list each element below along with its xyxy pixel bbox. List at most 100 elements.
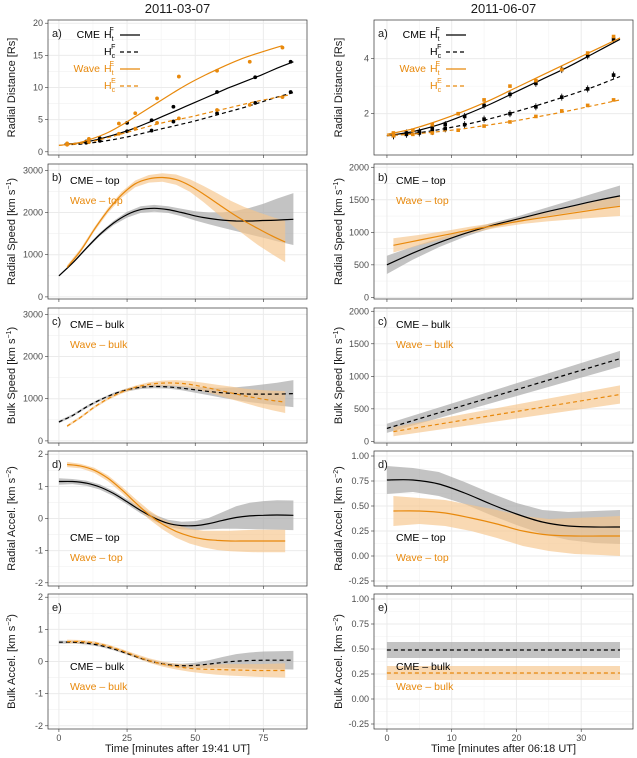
y-tick-label: 2	[38, 592, 43, 602]
data-point	[508, 111, 512, 116]
y-tick-label: 0.25	[351, 669, 369, 679]
panel-d-col0: -2 -1 0 1 2 d) CME – top Wave – top	[35, 449, 308, 589]
series-line-cme-top	[386, 479, 621, 528]
y-axis-title-row0-col1: Radial Distance [Rs]	[333, 38, 345, 138]
panel-b-col1-grid	[374, 164, 633, 299]
data-point	[253, 101, 258, 105]
y-tick-label: 500	[354, 404, 369, 414]
y-axis-title-row4-col1: Bulk Accel. [km s−2)	[333, 614, 345, 709]
data-point	[171, 119, 176, 124]
y-tick-label: -0.25	[348, 719, 369, 729]
data-point	[462, 122, 467, 127]
panel-d-col1-border	[373, 450, 634, 587]
legend-entry-cme: CME – bulk	[396, 319, 451, 331]
y-tick-label: 3000	[23, 165, 43, 175]
legend-symbol: HcE	[104, 78, 116, 94]
y-axis-title-row2-col1: Bulk Speed [km s−1)	[333, 327, 345, 424]
x-tick-label: 10	[447, 733, 457, 743]
data-point	[149, 128, 154, 133]
x-tick-label: 20	[511, 733, 521, 743]
data-point	[482, 103, 486, 108]
data-point	[133, 126, 138, 131]
y-tick-label: 1000	[23, 250, 43, 260]
data-point	[215, 111, 219, 116]
data-point	[155, 96, 159, 101]
legend-entry-wave: Wave – bulk	[70, 339, 128, 351]
y-tick-label: 0.50	[351, 644, 369, 654]
y-tick-label: 2000	[23, 352, 43, 362]
y-axis-title-row0-col0: Radial Distance [Rs]	[6, 38, 18, 138]
panel-label: b)	[52, 172, 62, 184]
legend-label: Wave	[400, 63, 427, 75]
y-tick-label: 2	[38, 449, 43, 459]
y-tick-label: 0	[38, 514, 43, 524]
legend-entry-cme: CME – top	[70, 532, 120, 544]
y-tick-label: 2	[364, 109, 369, 119]
y-tick-label: 0.50	[351, 501, 369, 511]
data-point	[508, 120, 512, 124]
panel-c-col0: 0 1000 2000 3000 c) CME – bulk Wave – bulk	[23, 307, 308, 446]
legend-entry-wave: Wave – top	[70, 552, 123, 564]
panel-e-col1: -0.25 0.00 0.25 0.50 0.75 1.00 0 10 20 30 e) CME – …	[348, 593, 634, 743]
y-tick-label: 0	[364, 292, 369, 302]
legend-entry-wave: Wave – bulk	[396, 681, 454, 693]
panel-e-col0: -2 -1 0 1 2 0 25 50 75 e) CME – bulk Wave – bulk	[35, 592, 308, 743]
data-point	[482, 117, 486, 121]
data-point	[585, 87, 590, 91]
data-point	[176, 74, 181, 79]
data-point	[559, 95, 564, 99]
y-tick-label: -1	[35, 689, 43, 699]
data-point	[430, 122, 435, 127]
data-point	[280, 95, 285, 100]
data-point	[86, 137, 91, 141]
y-tick-label: 0	[38, 657, 43, 667]
data-point	[391, 131, 396, 135]
data-point	[215, 68, 219, 73]
panel-b-col0: 0 1000 2000 3000 b) CME – top Wave – top	[23, 163, 308, 302]
y-tick-label: 15	[33, 50, 43, 60]
data-point	[508, 84, 512, 88]
panel-e-col0-plot	[58, 639, 294, 678]
data-point	[176, 116, 181, 121]
legend-symbol: HcF	[430, 44, 442, 60]
x-tick-label: 0	[384, 733, 389, 743]
confidence-band-cme	[386, 642, 620, 658]
y-axis-title-row3-col0: Radial Accel. [km s−2)	[6, 466, 18, 571]
data-point	[417, 131, 422, 135]
panel-label: c)	[378, 316, 387, 328]
data-point	[456, 128, 460, 133]
series-line-wave-top	[66, 176, 286, 268]
y-tick-label: 5	[38, 115, 43, 125]
legend-label: Wave	[74, 63, 101, 75]
data-point	[411, 132, 415, 137]
series-line-wave-bulk	[67, 640, 286, 672]
y-tick-label: 1.00	[351, 451, 369, 461]
panel-b-col1-border	[373, 163, 634, 300]
y-tick-label: 1	[38, 624, 43, 634]
x-tick-label: 50	[190, 733, 200, 743]
series-line-wave-bulk	[393, 393, 621, 433]
y-tick-label: 500	[354, 260, 369, 270]
data-point	[116, 131, 121, 136]
data-point	[86, 140, 91, 145]
y-axis-title-row3-col1: Radial Accel. [km s−2)	[333, 466, 345, 571]
series-line-wave-top	[393, 510, 620, 537]
legend-entry-cme: CME – bulk	[70, 319, 125, 331]
data-point	[280, 45, 285, 50]
x-tick-label: 0	[56, 733, 61, 743]
data-point	[611, 34, 616, 39]
panel-a-col1-plot	[386, 34, 621, 140]
y-tick-label: 1.00	[351, 594, 369, 604]
legend-symbol: HtF	[104, 27, 114, 43]
y-axis-title-row1-col1: Radial Speed [km s−1)	[333, 178, 345, 285]
y-tick-label: 0.00	[351, 551, 369, 561]
y-tick-label: 0	[38, 436, 43, 446]
legend-entry-cme: CME – top	[70, 175, 120, 187]
y-tick-label: 1000	[23, 394, 43, 404]
y-tick-label: 1500	[349, 339, 369, 349]
panel-d-col1-plot	[386, 466, 621, 556]
y-tick-label: -0.25	[348, 576, 369, 586]
panel-c-col1-border	[373, 307, 634, 444]
data-point	[611, 37, 616, 42]
panel-label: d)	[378, 459, 388, 471]
